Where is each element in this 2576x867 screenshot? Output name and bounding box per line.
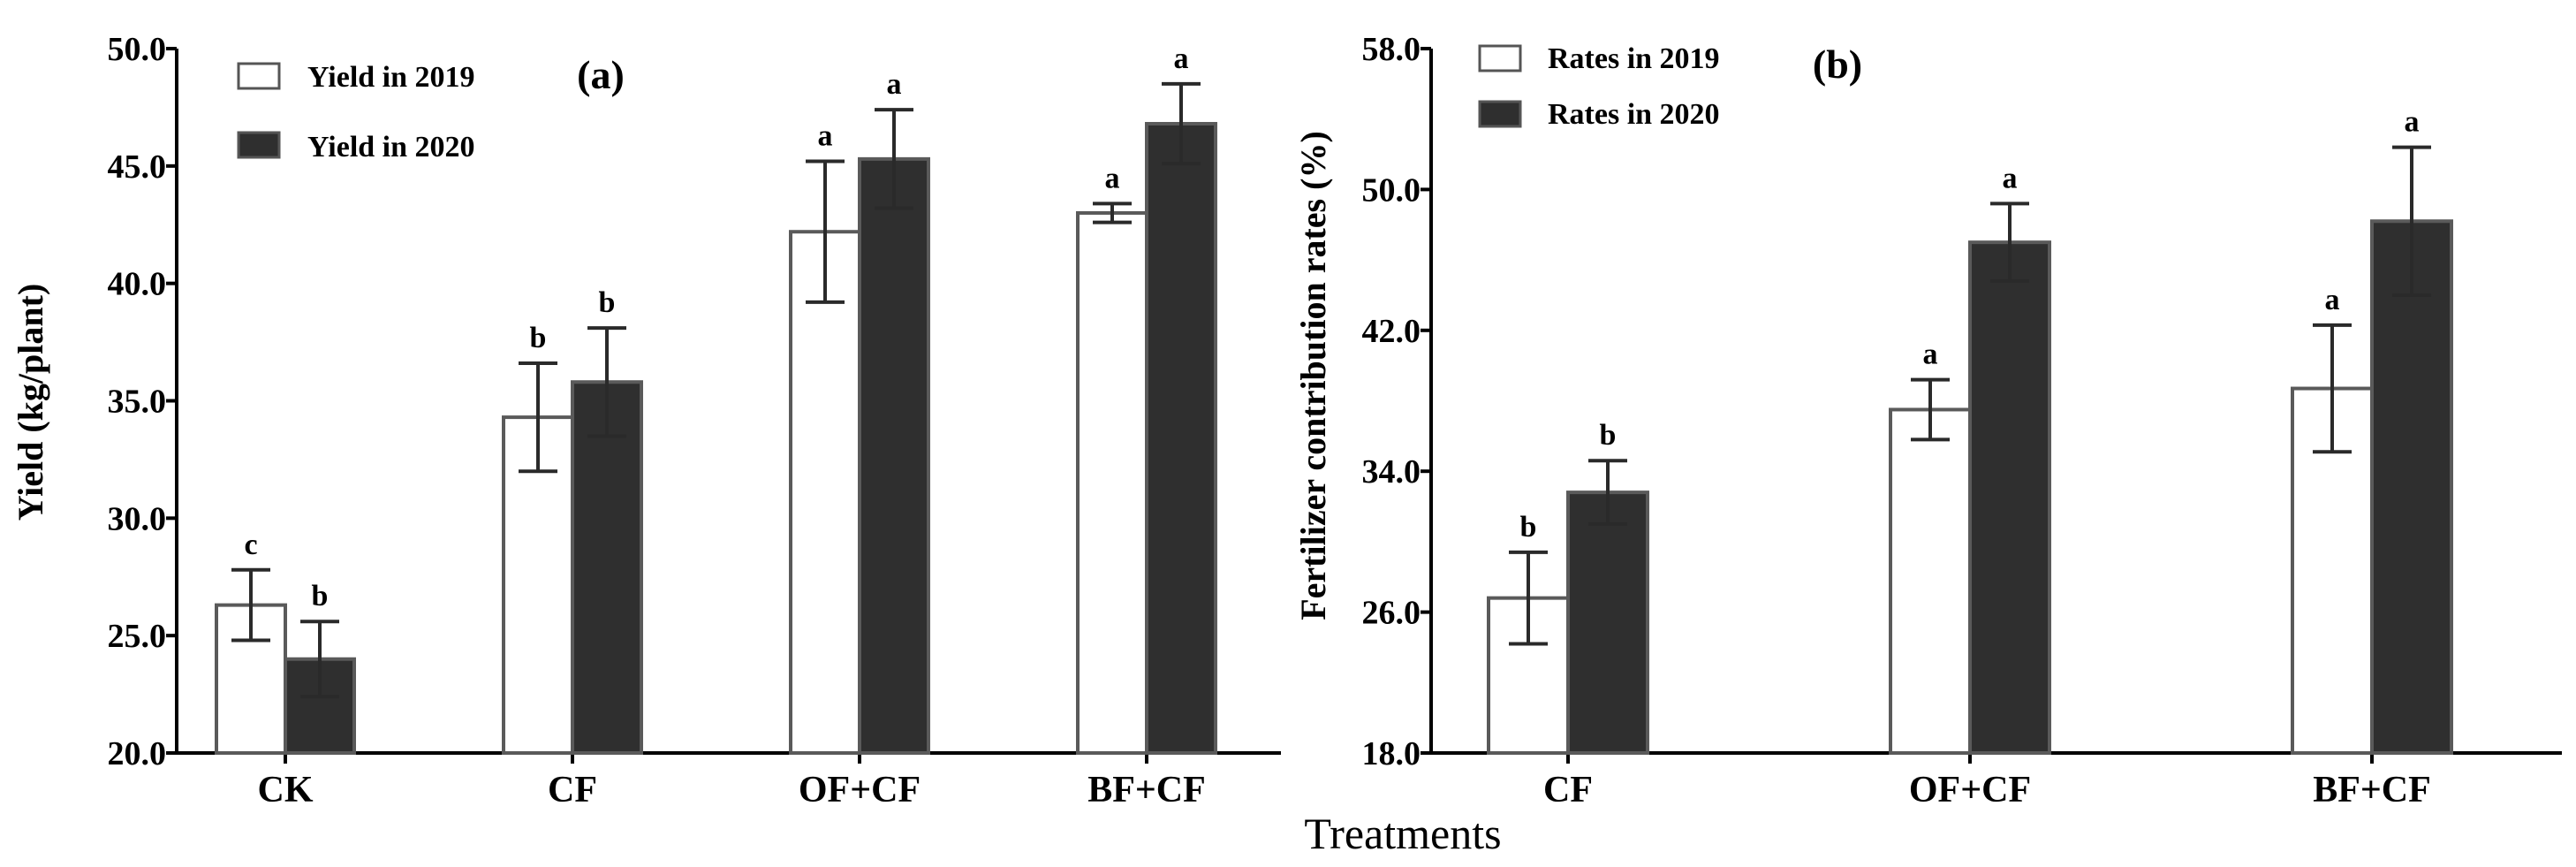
panel-b-significance-letter: b [1520, 511, 1537, 544]
panel-a-y-tick-label: 35.0 [108, 384, 167, 421]
panel-b-bar-of-cf-s1 [1889, 407, 1972, 755]
panel-a-significance-letter: b [530, 322, 547, 354]
panel-b-y-tick-label: 26.0 [1362, 595, 1421, 632]
panel-a-bar-bf-cf-s2 [1145, 122, 1217, 756]
panel-b-y-tick-label: 58.0 [1362, 31, 1421, 68]
panel-b-bar-of-cf-s2 [1968, 240, 2051, 755]
legend-label-rates-2020: Rates in 2020 [1548, 98, 1720, 131]
legend-swatch-yield-2020 [237, 131, 281, 159]
panel-b-label: (b) [1813, 42, 1862, 87]
panel-b-y-tick-label: 34.0 [1362, 453, 1421, 491]
panel-a-y-tick-label: 30.0 [108, 500, 167, 537]
panel-b-y-axis-label: Fertilizer contribution rates (%) [1293, 131, 1333, 620]
panel-b-category-label: OF+CF [1909, 770, 2031, 810]
panel-a-bar-cf-s2 [571, 380, 643, 755]
panel-a-y-tick-label: 40.0 [108, 266, 167, 303]
panel-b-bar-bf-cf-s2 [2370, 219, 2453, 755]
panel-b-rates-chart: Fertilizer contribution rates (%) (b) Ra… [1293, 31, 2562, 810]
panel-b-legend: Rates in 2019 Rates in 2020 [1478, 42, 1720, 131]
panel-a-significance-letter: c [244, 529, 257, 561]
legend-swatch-yield-2019 [237, 62, 281, 90]
panel-a-bar-of-cf-s1 [789, 230, 861, 756]
panel-b-category-label: BF+CF [2313, 770, 2431, 810]
panel-b-significance-letter: a [2405, 106, 2420, 139]
panel-a-bar-bf-cf-s1 [1076, 210, 1148, 755]
panel-a-y-axis-label: Yield (kg/plant) [11, 284, 50, 521]
panel-a-category-label: BF+CF [1087, 770, 1206, 810]
legend-label-rates-2019: Rates in 2019 [1548, 42, 1720, 75]
panel-a-category-label: CK [258, 770, 314, 810]
panel-b-y-tick-label: 42.0 [1362, 313, 1421, 350]
legend-swatch-rates-2020 [1478, 100, 1522, 128]
legend-label-yield-2019: Yield in 2019 [307, 61, 475, 94]
panel-a-category-label: OF+CF [799, 770, 921, 810]
panel-a-significance-letter: b [599, 286, 616, 319]
panel-a-significance-letter: b [312, 580, 329, 612]
panel-b-significance-letter: b [1600, 419, 1617, 452]
panel-b-significance-letter: a [2003, 162, 2018, 194]
panel-b-bar-cf-s2 [1566, 491, 1649, 755]
panel-a-y-tick-label: 50.0 [108, 31, 167, 68]
panel-b-y-tick-label: 50.0 [1362, 171, 1421, 209]
panel-a-y-tick-label: 20.0 [108, 735, 167, 772]
panel-a-bar-of-cf-s2 [858, 156, 930, 755]
panel-b-category-label: CF [1543, 770, 1593, 810]
panel-a-y-tick-label: 25.0 [108, 618, 167, 655]
panel-a-legend: Yield in 2019 Yield in 2020 [237, 61, 475, 164]
x-axis-title: Treatments [1304, 809, 1501, 858]
panel-a-label: (a) [577, 52, 625, 97]
panel-a-significance-letter: a [1174, 42, 1189, 75]
panel-b-y-tick-label: 18.0 [1362, 735, 1421, 772]
panel-a-significance-letter: a [818, 120, 833, 153]
panel-b-significance-letter: a [2325, 284, 2340, 316]
panel-a-y-tick-label: 45.0 [108, 148, 167, 186]
legend-swatch-rates-2019 [1478, 44, 1522, 72]
panel-b-significance-letter: a [1923, 338, 1938, 371]
panel-a-yield-chart: Yield (kg/plant) (a) Yield in 2019 Yield… [11, 31, 1281, 810]
legend-label-yield-2020: Yield in 2020 [307, 131, 475, 164]
panel-a-category-label: CF [548, 770, 597, 810]
panel-a-significance-letter: a [1105, 162, 1120, 194]
panel-a-significance-letter: a [887, 68, 902, 101]
